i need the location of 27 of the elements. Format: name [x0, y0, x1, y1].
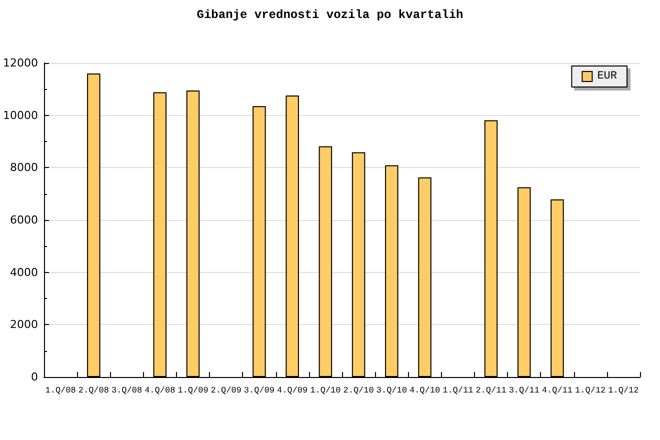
x-tick-label: 1.Q/09 — [178, 386, 208, 396]
x-tick-label: 2.Q/09 — [210, 386, 242, 396]
x-tick-label: 1.Q/12 — [608, 386, 639, 396]
x-tick-label: 3.Q/08 — [111, 386, 142, 396]
x-tick-label: 1.Q/08 — [45, 386, 76, 396]
y-tick-label: 0 — [30, 370, 38, 384]
x-tick-label: 1.Q/11 — [442, 386, 474, 396]
y-tick-label: 10000 — [2, 108, 38, 122]
x-tick-label: 2.Q/08 — [78, 386, 109, 396]
x-tick-label: 4.Q/11 — [542, 386, 573, 396]
x-tick-label: 3.Q/10 — [376, 386, 407, 396]
y-tick-label: 12000 — [2, 56, 38, 70]
x-tick-label: 4.Q/08 — [144, 386, 176, 396]
y-tick-label: 8000 — [10, 161, 38, 174]
x-tick-label: 4.Q/10 — [409, 386, 440, 396]
x-tick-label: 1.Q/10 — [310, 386, 341, 396]
x-tick-label: 3.Q/09 — [244, 386, 275, 396]
y-tick-label: 4000 — [10, 266, 38, 279]
legend-label: EUR — [597, 70, 618, 82]
x-tick-label: 3.Q/11 — [508, 386, 540, 396]
x-tick-label: 2.Q/10 — [343, 386, 374, 396]
x-tick-label: 1.Q/12 — [575, 386, 606, 396]
x-tick-label: 4.Q/09 — [277, 386, 308, 396]
y-tick-label: 2000 — [10, 318, 38, 332]
y-tick-label: 6000 — [10, 214, 38, 226]
chart-title: Gibanje vrednosti vozila po kvartalih — [196, 8, 464, 22]
x-tick-label: 2.Q/11 — [476, 386, 506, 396]
